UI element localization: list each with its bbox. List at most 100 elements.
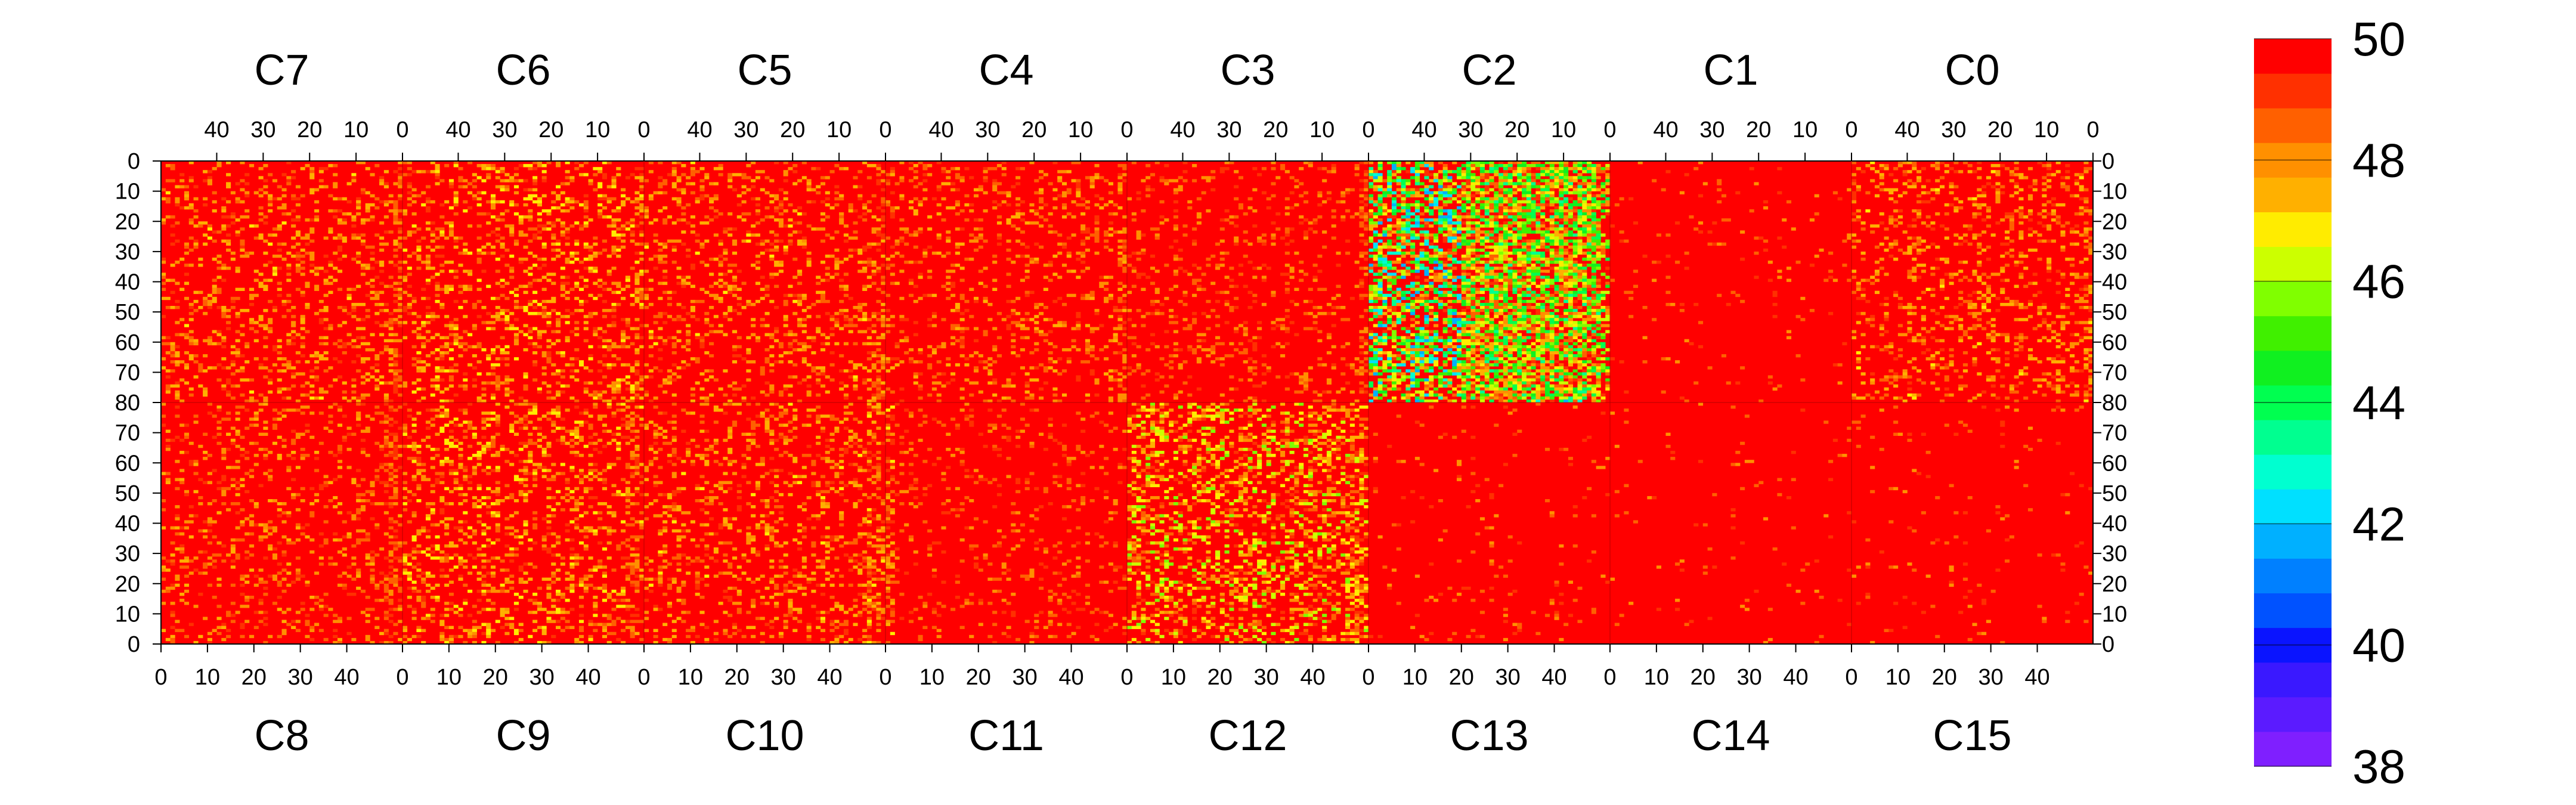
heat-cell (588, 248, 593, 252)
heat-cell (1484, 170, 1490, 174)
heat-cell (862, 366, 868, 370)
heat-cell (834, 203, 840, 207)
heat-cell (1141, 287, 1146, 291)
heat-cell (834, 264, 840, 267)
heat-cell (513, 357, 519, 361)
heat-cell (788, 351, 793, 355)
heat-cell (1117, 173, 1123, 177)
heat-cell (1178, 348, 1183, 352)
heat-cell (1145, 369, 1151, 373)
heat-cell (741, 399, 747, 403)
heat-cell (253, 224, 259, 228)
heat-cell (1289, 321, 1295, 324)
heat-cell (528, 299, 533, 304)
heat-cell (1549, 173, 1555, 177)
heat-cell (1429, 191, 1434, 194)
heat-cell (1414, 170, 1420, 174)
heat-cell (1210, 348, 1216, 352)
heat-cell (1522, 179, 1527, 182)
heat-cell (268, 233, 273, 237)
heat-cell (1544, 179, 1550, 182)
heat-cell (816, 191, 821, 194)
heat-cell (1043, 203, 1048, 207)
heat-cell (249, 164, 255, 168)
heat-cell (565, 261, 570, 264)
heat-cell (1243, 351, 1248, 355)
heat-cell (277, 227, 282, 231)
heat-cell (871, 227, 877, 231)
heat-cell (226, 239, 231, 243)
heat-cell (709, 273, 714, 276)
heat-cell (374, 378, 380, 382)
heat-cell (634, 281, 640, 285)
heat-cell (597, 393, 603, 397)
heat-cell (221, 206, 227, 210)
heat-cell (1438, 197, 1443, 201)
heat-cell (212, 342, 217, 346)
heat-cell (1099, 275, 1104, 279)
heat-cell (644, 179, 649, 182)
heat-cell (179, 360, 185, 364)
heat-cell (444, 345, 450, 349)
heat-cell (871, 366, 877, 370)
heat-cell (1104, 357, 1109, 361)
heat-cell (1531, 185, 1536, 188)
heat-cell (1572, 191, 1578, 194)
heat-cell (1364, 258, 1369, 261)
heat-cell (421, 191, 426, 194)
heat-cell (272, 273, 278, 276)
heat-cell (430, 230, 435, 234)
heat-cell (1057, 170, 1063, 174)
heat-cell (797, 342, 803, 346)
heat-cell (862, 287, 868, 291)
heat-cell (876, 390, 881, 394)
heat-cell (416, 327, 422, 330)
heat-cell (978, 354, 983, 358)
heat-cell (323, 167, 329, 171)
heat-cell (212, 278, 217, 282)
heat-cell (1117, 245, 1123, 249)
heat-cell (1229, 267, 1234, 270)
heat-cell (448, 369, 454, 373)
heat-cell (1587, 191, 1592, 194)
heat-cell (1219, 393, 1225, 397)
heat-cell (370, 278, 375, 282)
heat-cell (588, 393, 593, 397)
heat-cell (207, 299, 212, 304)
heat-cell (411, 230, 417, 234)
heat-cell (383, 309, 389, 312)
heat-cell (843, 233, 849, 237)
heat-cell (1512, 191, 1518, 194)
heat-cell (820, 372, 826, 376)
heat-cell (630, 267, 635, 270)
heat-cell (546, 390, 552, 394)
heat-cell (1549, 188, 1555, 191)
heat-cell (690, 299, 695, 304)
heat-cell (351, 302, 357, 306)
heat-cell (560, 369, 565, 373)
heat-cell (894, 251, 900, 255)
heat-cell (913, 233, 918, 237)
heat-cell (360, 188, 366, 191)
heat-cell (987, 369, 993, 373)
heat-cell (1377, 203, 1383, 207)
heat-cell (1131, 161, 1137, 165)
heat-cell (755, 233, 761, 237)
heat-cell (695, 251, 700, 255)
heat-cell (360, 302, 366, 306)
heat-cell (741, 357, 747, 361)
heat-cell (556, 254, 561, 258)
heat-cell (1085, 296, 1090, 301)
heat-cell (950, 264, 956, 267)
heat-cell (913, 245, 918, 249)
heat-cell (639, 324, 645, 327)
heat-cell (253, 357, 259, 361)
heat-cell (746, 299, 751, 304)
heat-cell (314, 360, 320, 364)
heat-cell (383, 345, 389, 349)
heat-cell (881, 354, 886, 358)
heat-cell (463, 387, 468, 391)
heat-cell (411, 170, 417, 174)
heat-cell (425, 221, 431, 225)
heat-cell (616, 233, 621, 237)
